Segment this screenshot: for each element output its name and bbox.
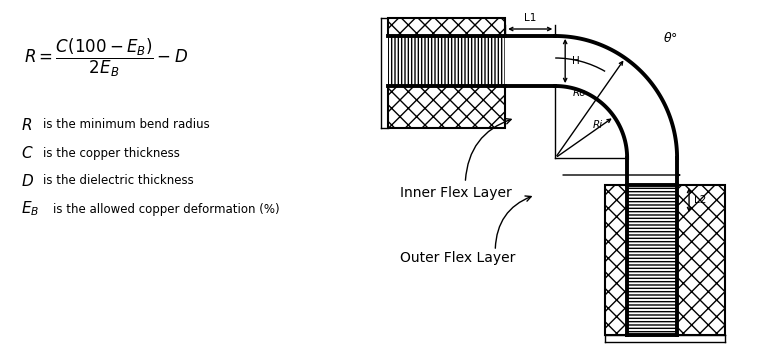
Text: Ri: Ri [593,120,603,130]
Text: $C$: $C$ [21,145,33,161]
Text: Ro: Ro [573,88,587,98]
Text: L1: L1 [524,13,537,23]
Bar [388,18,505,36]
Text: $E_B$: $E_B$ [21,200,39,219]
Text: H: H [572,56,580,66]
Bar [605,185,627,335]
Bar [388,36,505,86]
Text: Outer Flex Layer: Outer Flex Layer [400,251,516,265]
Text: $R$: $R$ [21,117,32,133]
Text: $D$: $D$ [21,173,33,189]
Text: is the minimum bend radius: is the minimum bend radius [43,118,209,131]
Text: L2: L2 [694,195,706,205]
Text: is the dielectric thickness: is the dielectric thickness [43,175,193,188]
Bar [388,86,505,128]
Text: $\theta°$: $\theta°$ [663,31,678,45]
Text: Inner Flex Layer: Inner Flex Layer [400,186,512,200]
Text: is the copper thickness: is the copper thickness [43,147,180,159]
Text: is the allowed copper deformation (%): is the allowed copper deformation (%) [53,203,279,216]
Bar [677,185,725,335]
Polygon shape [556,36,677,158]
Text: $R = \dfrac{C(100-E_B)}{2E_B} - D$: $R = \dfrac{C(100-E_B)}{2E_B} - D$ [24,37,188,79]
Bar [627,185,677,335]
